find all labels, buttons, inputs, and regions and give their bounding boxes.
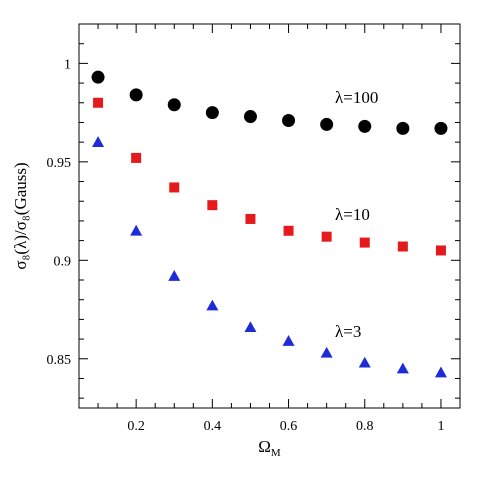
y-tick-label: 1 — [64, 57, 71, 72]
y-axis-label: σ₈(λ)/σ₈(Gauss) — [11, 162, 30, 269]
x-tick-label: 0.8 — [356, 419, 374, 434]
y-tick-label: 0.9 — [54, 254, 72, 269]
data-point-square — [397, 241, 408, 252]
data-point-square — [169, 182, 180, 193]
data-point-square — [131, 152, 142, 163]
data-point-triangle — [168, 270, 181, 281]
data-point-circle — [243, 110, 257, 124]
data-point-square — [207, 200, 218, 211]
series-labels: λ=100 λ=10 λ=3 — [335, 88, 378, 341]
data-point-circle — [129, 88, 143, 102]
data-point-square — [245, 213, 256, 224]
data-point-circle — [282, 113, 296, 127]
data-point-circle — [167, 98, 181, 112]
x-axis-label: ΩM — [258, 437, 281, 459]
data-point-square — [93, 97, 104, 108]
data-point-triangle — [92, 136, 105, 147]
x-axis-label-subscript: M — [271, 447, 281, 459]
data-point-circle — [358, 119, 372, 133]
data-point-circle — [205, 106, 219, 120]
data-point-circle — [320, 117, 334, 131]
plot-frame — [78, 23, 461, 409]
data-point-circle — [434, 121, 448, 135]
data-point-triangle — [130, 224, 143, 236]
x-tick-label: 1 — [437, 419, 444, 434]
data-point-circle — [91, 70, 105, 84]
data-point-triangle — [396, 362, 409, 374]
data-point-triangle — [320, 346, 333, 358]
axis-ticks — [79, 24, 460, 408]
data-point-triangle — [434, 366, 447, 378]
series-label: λ=3 — [335, 322, 361, 341]
data-point-triangle — [206, 299, 219, 311]
data-point-triangle — [282, 335, 295, 346]
data-point-triangle — [244, 321, 257, 333]
x-tick-label: 0.4 — [204, 419, 222, 434]
data-point-square — [321, 231, 332, 242]
data-point-circle — [396, 121, 410, 135]
x-tick-label: 0.6 — [280, 419, 298, 434]
x-axis-label-main: Ω — [258, 437, 271, 456]
y-tick-label: 0.95 — [47, 156, 72, 171]
series-label: λ=10 — [335, 205, 370, 224]
data-point-square — [283, 225, 294, 236]
x-tick-label: 0.2 — [127, 419, 145, 434]
data-markers — [91, 70, 448, 378]
series-label: λ=100 — [335, 88, 378, 107]
axis-tick-labels: 0.2 0.4 0.6 0.8 1 0.85 0.9 0.95 1 — [47, 57, 445, 434]
y-tick-label: 0.85 — [47, 353, 72, 368]
data-point-square — [435, 245, 446, 256]
data-point-triangle — [358, 356, 371, 368]
data-point-square — [359, 237, 370, 248]
